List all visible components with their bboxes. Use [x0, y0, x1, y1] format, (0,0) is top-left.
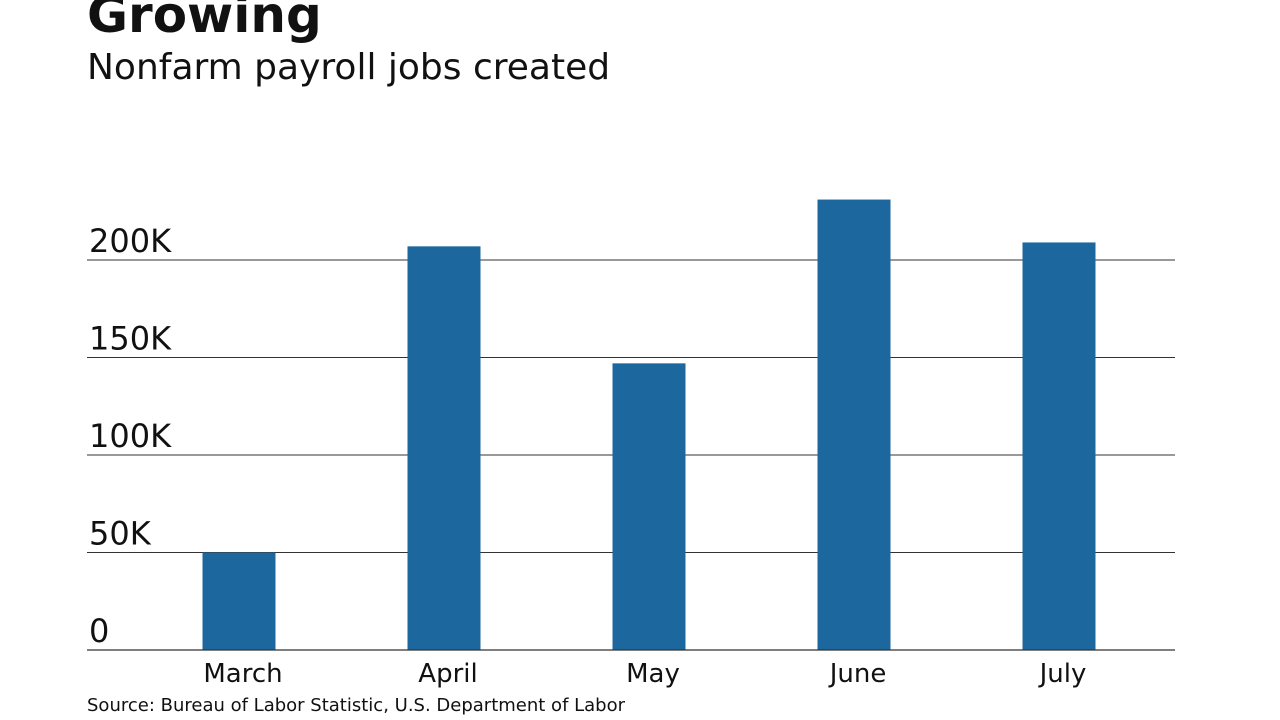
x-tick-label: May [626, 659, 680, 689]
y-tick-label: 100K [89, 417, 172, 455]
y-tick-label: 200K [89, 222, 172, 260]
bar [612, 363, 686, 650]
bar [817, 199, 891, 651]
x-tick-label: June [828, 659, 887, 689]
x-tick-label: April [418, 659, 477, 689]
bar [1022, 242, 1096, 650]
bar [407, 246, 481, 650]
x-tick-label: March [203, 659, 282, 689]
x-tick-label: July [1038, 659, 1087, 689]
bar [202, 552, 276, 650]
y-tick-label: 0 [89, 612, 109, 650]
y-tick-label: 150K [89, 320, 172, 358]
source: Source: Bureau of Labor Statistic, U.S. … [87, 695, 626, 716]
chart-subtitle: Nonfarm payroll jobs created [87, 47, 610, 88]
y-tick-label: 50K [89, 515, 152, 553]
chart-title: Growing [87, 0, 322, 44]
